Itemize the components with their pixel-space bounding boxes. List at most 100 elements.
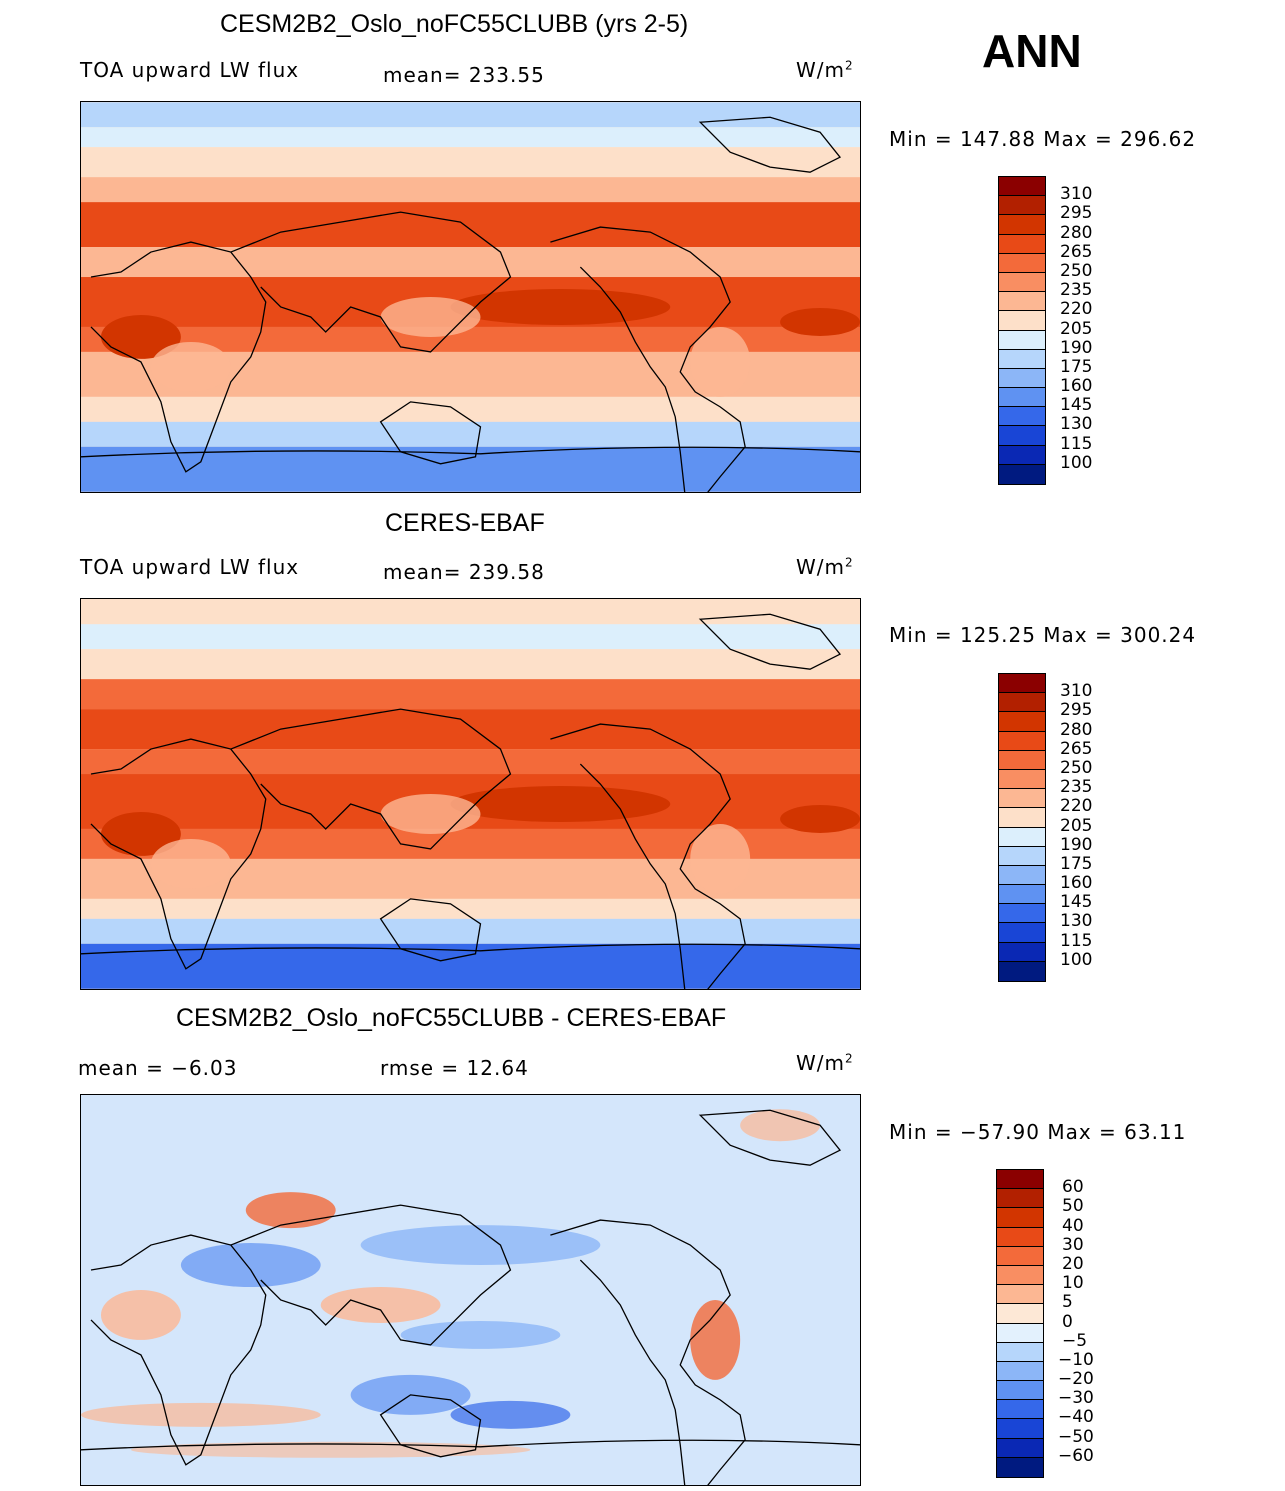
panel-2-map-field bbox=[81, 599, 860, 989]
colorbar-swatch bbox=[997, 1381, 1043, 1401]
colorbar-swatch bbox=[997, 1246, 1043, 1266]
colorbar-swatch bbox=[999, 196, 1045, 216]
colorbar-tick-label: 60 bbox=[1062, 1177, 1084, 1198]
colorbar-swatch bbox=[997, 1170, 1043, 1190]
colorbar-tick-label: 310 bbox=[1060, 184, 1093, 205]
panel-1-colorbar bbox=[998, 176, 1046, 485]
colorbar-tick-label: 100 bbox=[1060, 949, 1093, 970]
colorbar-tick-label: −50 bbox=[1058, 1426, 1094, 1447]
colorbar-tick-label: 115 bbox=[1060, 930, 1093, 951]
colorbar-swatch bbox=[999, 177, 1045, 197]
season-label: ANN bbox=[982, 25, 1082, 77]
panel-2-mean: mean= 239.58 bbox=[383, 560, 545, 584]
colorbar-tick-label: 205 bbox=[1060, 815, 1093, 836]
panel-1-units: W/m2 bbox=[796, 58, 854, 82]
colorbar-swatch bbox=[999, 445, 1045, 465]
colorbar-tick-label: 280 bbox=[1060, 222, 1093, 243]
colorbar-swatch bbox=[997, 1438, 1043, 1458]
colorbar-tick-label: −40 bbox=[1058, 1407, 1094, 1428]
colorbar-tick-label: 205 bbox=[1060, 318, 1093, 339]
colorbar-tick-label: 250 bbox=[1060, 260, 1093, 281]
colorbar-tick-label: 310 bbox=[1060, 681, 1093, 702]
colorbar-swatch bbox=[997, 1208, 1043, 1228]
colorbar-tick-label: 220 bbox=[1060, 796, 1093, 817]
panel-1-map-field bbox=[81, 102, 860, 492]
colorbar-tick-label: −60 bbox=[1058, 1445, 1094, 1466]
panel-3-units: W/m2 bbox=[796, 1051, 854, 1075]
panel-2-variable: TOA upward LW flux bbox=[80, 555, 300, 579]
panel-2-colorbar bbox=[998, 673, 1046, 982]
colorbar-swatch bbox=[999, 426, 1045, 446]
colorbar-swatch bbox=[999, 272, 1045, 293]
panel-2-units: W/m2 bbox=[796, 555, 854, 579]
colorbar-tick-label: 295 bbox=[1060, 700, 1093, 721]
colorbar-tick-label: 0 bbox=[1062, 1311, 1073, 1332]
colorbar-swatch bbox=[999, 769, 1045, 790]
colorbar-swatch bbox=[997, 1285, 1043, 1305]
colorbar-tick-label: 130 bbox=[1060, 911, 1093, 932]
panel-2-map bbox=[80, 598, 861, 990]
colorbar-swatch bbox=[999, 885, 1045, 905]
panel-3-map bbox=[80, 1094, 861, 1486]
colorbar-tick-label: −30 bbox=[1058, 1388, 1094, 1409]
panel-1-minmax: Min = 147.88 Max = 296.62 bbox=[889, 127, 1197, 151]
colorbar-swatch bbox=[997, 1323, 1043, 1343]
colorbar-swatch bbox=[997, 1400, 1043, 1420]
colorbar-tick-label: 20 bbox=[1062, 1253, 1084, 1274]
colorbar-swatch bbox=[999, 330, 1045, 350]
colorbar-swatch bbox=[999, 865, 1045, 886]
colorbar-tick-label: 265 bbox=[1060, 241, 1093, 262]
colorbar-swatch bbox=[999, 388, 1045, 408]
colorbar-tick-label: 100 bbox=[1060, 452, 1093, 473]
colorbar-tick-label: 115 bbox=[1060, 433, 1093, 454]
colorbar-swatch bbox=[999, 923, 1045, 943]
colorbar-tick-label: 235 bbox=[1060, 280, 1093, 301]
colorbar-swatch bbox=[999, 808, 1045, 828]
colorbar-swatch bbox=[999, 904, 1045, 924]
panel-3-rmse: rmse = 12.64 bbox=[380, 1056, 529, 1080]
colorbar-swatch bbox=[999, 407, 1045, 427]
panel-3-map-field bbox=[81, 1095, 860, 1485]
colorbar-tick-label: −10 bbox=[1058, 1349, 1094, 1370]
colorbar-swatch bbox=[999, 712, 1045, 732]
colorbar-swatch bbox=[999, 311, 1045, 331]
colorbar-tick-label: 175 bbox=[1060, 853, 1093, 874]
colorbar-swatch bbox=[997, 1361, 1043, 1382]
colorbar-swatch bbox=[999, 292, 1045, 312]
colorbar-swatch bbox=[999, 731, 1045, 751]
colorbar-swatch bbox=[997, 1419, 1043, 1439]
colorbar-tick-label: 265 bbox=[1060, 738, 1093, 759]
colorbar-tick-label: 30 bbox=[1062, 1234, 1084, 1255]
colorbar-tick-label: 145 bbox=[1060, 892, 1093, 913]
colorbar-swatch bbox=[997, 1227, 1043, 1247]
colorbar-swatch bbox=[997, 1342, 1043, 1362]
colorbar-swatch bbox=[999, 846, 1045, 866]
colorbar-tick-label: 280 bbox=[1060, 719, 1093, 740]
colorbar-tick-label: 295 bbox=[1060, 203, 1093, 224]
colorbar-swatch bbox=[999, 253, 1045, 273]
panel-3-mean: mean = −6.03 bbox=[78, 1056, 238, 1080]
colorbar-tick-label: 235 bbox=[1060, 777, 1093, 798]
colorbar-tick-label: 160 bbox=[1060, 376, 1093, 397]
colorbar-tick-label: 160 bbox=[1060, 873, 1093, 894]
colorbar-swatch bbox=[999, 349, 1045, 369]
colorbar-tick-label: 5 bbox=[1062, 1292, 1073, 1313]
panel-1-title: CESM2B2_Oslo_noFC55CLUBB (yrs 2-5) bbox=[220, 10, 689, 38]
colorbar-swatch bbox=[997, 1265, 1043, 1286]
colorbar-tick-label: 190 bbox=[1060, 834, 1093, 855]
colorbar-tick-label: −5 bbox=[1062, 1330, 1088, 1351]
colorbar-tick-label: 220 bbox=[1060, 299, 1093, 320]
panel-2-minmax: Min = 125.25 Max = 300.24 bbox=[889, 623, 1197, 647]
panel-1-variable: TOA upward LW flux bbox=[80, 58, 300, 82]
colorbar-swatch bbox=[997, 1189, 1043, 1209]
colorbar-tick-label: −20 bbox=[1058, 1369, 1094, 1390]
colorbar-tick-label: 130 bbox=[1060, 414, 1093, 435]
colorbar-tick-label: 10 bbox=[1062, 1273, 1084, 1294]
colorbar-swatch bbox=[997, 1304, 1043, 1324]
colorbar-tick-label: 250 bbox=[1060, 757, 1093, 778]
panel-1-map bbox=[80, 101, 861, 493]
colorbar-swatch bbox=[999, 789, 1045, 809]
colorbar-swatch bbox=[999, 368, 1045, 389]
panel-2-title: CERES-EBAF bbox=[385, 509, 545, 537]
panel-3-minmax: Min = −57.90 Max = 63.11 bbox=[889, 1120, 1187, 1144]
